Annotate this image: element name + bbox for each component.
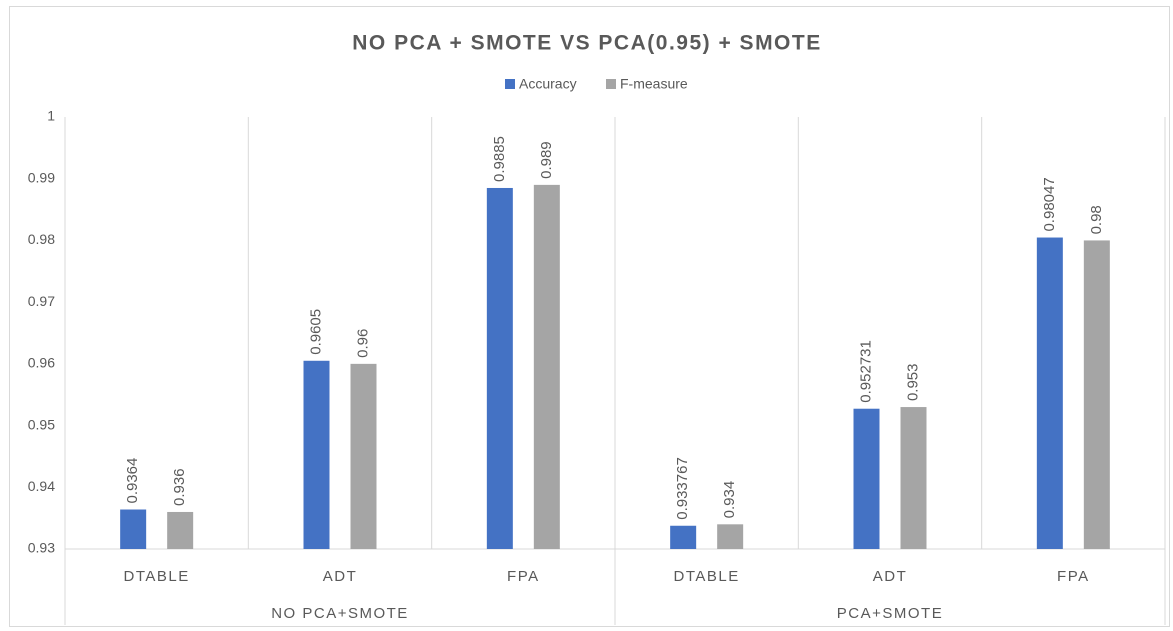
bar bbox=[303, 360, 330, 549]
bar bbox=[167, 511, 194, 549]
data-label: 0.9364 bbox=[124, 458, 141, 504]
data-label: 0.952731 bbox=[857, 340, 874, 403]
chart-title: NO PCA + SMOTE VS PCA(0.95) + SMOTE bbox=[352, 32, 821, 55]
bar bbox=[120, 509, 147, 549]
x-tick-label: ADT bbox=[873, 568, 908, 585]
bar bbox=[853, 408, 880, 549]
chart-border bbox=[9, 6, 1170, 627]
y-tick-label: 0.96 bbox=[28, 355, 55, 371]
data-label: 0.936 bbox=[171, 468, 188, 506]
data-label: 0.934 bbox=[721, 481, 738, 519]
bar bbox=[900, 407, 927, 549]
x-tick-label: DTABLE bbox=[124, 568, 190, 585]
x-tick-label: ADT bbox=[323, 568, 358, 585]
data-label: 0.96 bbox=[354, 329, 371, 358]
group-label: PCA+SMOTE bbox=[837, 605, 943, 622]
y-tick-label: 0.94 bbox=[28, 478, 55, 494]
y-tick-label: 0.97 bbox=[28, 293, 55, 309]
group-label: NO PCA+SMOTE bbox=[271, 605, 409, 622]
data-label: 0.98047 bbox=[1041, 177, 1058, 231]
y-tick-label: 0.99 bbox=[28, 169, 55, 185]
data-label: 0.9605 bbox=[307, 309, 324, 355]
x-tick-label: DTABLE bbox=[674, 568, 740, 585]
legend-swatch bbox=[505, 79, 515, 89]
y-tick-label: 0.93 bbox=[28, 540, 55, 556]
y-tick-label: 0.98 bbox=[28, 231, 55, 247]
bar bbox=[670, 525, 697, 549]
bar bbox=[717, 524, 744, 549]
bar bbox=[1083, 240, 1110, 549]
data-label: 0.98 bbox=[1088, 205, 1105, 234]
data-label: 0.989 bbox=[538, 141, 555, 179]
legend-label: Accuracy bbox=[519, 76, 577, 92]
legend-label: F-measure bbox=[620, 76, 688, 92]
data-label: 0.933767 bbox=[674, 457, 691, 520]
x-tick-label: FPA bbox=[507, 568, 540, 585]
y-tick-label: 1 bbox=[47, 108, 55, 124]
bar bbox=[1036, 237, 1063, 549]
x-tick-label: FPA bbox=[1057, 568, 1090, 585]
legend-swatch bbox=[606, 79, 616, 89]
bar bbox=[350, 363, 377, 549]
bar bbox=[533, 184, 560, 549]
bar bbox=[486, 187, 513, 549]
data-label: 0.953 bbox=[904, 364, 921, 402]
data-label: 0.9885 bbox=[491, 136, 508, 182]
y-tick-label: 0.95 bbox=[28, 416, 55, 432]
